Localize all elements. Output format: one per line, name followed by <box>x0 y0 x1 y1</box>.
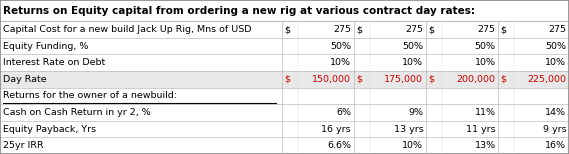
Text: 275: 275 <box>333 25 351 34</box>
Text: 275: 275 <box>477 25 496 34</box>
Text: 50%: 50% <box>475 42 496 51</box>
Text: 13%: 13% <box>475 141 496 150</box>
Text: Returns for the owner of a newbuild:: Returns for the owner of a newbuild: <box>3 91 177 100</box>
Text: 6%: 6% <box>336 108 351 117</box>
Text: 225,000: 225,000 <box>527 75 566 84</box>
Text: 13 yrs: 13 yrs <box>394 125 423 134</box>
Text: 11 yrs: 11 yrs <box>466 125 496 134</box>
Text: Capital Cost for a new build Jack Up Rig, Mns of USD: Capital Cost for a new build Jack Up Rig… <box>3 25 251 34</box>
Bar <box>0 137 569 154</box>
Bar <box>0 54 569 71</box>
Bar <box>0 104 569 121</box>
Text: Equity Funding, %: Equity Funding, % <box>3 42 88 51</box>
Text: $: $ <box>428 75 435 84</box>
Text: 10%: 10% <box>402 141 423 150</box>
Text: 11%: 11% <box>475 108 496 117</box>
Text: $: $ <box>356 25 362 34</box>
Bar <box>0 71 569 88</box>
Text: 50%: 50% <box>402 42 423 51</box>
Bar <box>0 21 569 38</box>
Text: 275: 275 <box>405 25 423 34</box>
Text: Day Rate: Day Rate <box>3 75 47 84</box>
Text: 16 yrs: 16 yrs <box>321 125 351 134</box>
Text: $: $ <box>356 75 362 84</box>
Text: Equity Payback, Yrs: Equity Payback, Yrs <box>3 125 96 134</box>
Text: Interest Rate on Debt: Interest Rate on Debt <box>3 58 105 67</box>
Text: 14%: 14% <box>545 108 566 117</box>
Text: 6.6%: 6.6% <box>327 141 351 150</box>
Bar <box>0 0 569 21</box>
Text: 50%: 50% <box>330 42 351 51</box>
Bar <box>0 38 569 54</box>
Text: 25yr IRR: 25yr IRR <box>3 141 43 150</box>
Bar <box>0 121 569 137</box>
Text: $: $ <box>284 25 290 34</box>
Text: 10%: 10% <box>330 58 351 67</box>
Text: 175,000: 175,000 <box>384 75 423 84</box>
Text: 200,000: 200,000 <box>456 75 496 84</box>
Text: Returns on Equity capital from ordering a new rig at various contract day rates:: Returns on Equity capital from ordering … <box>3 6 475 16</box>
Text: $: $ <box>428 25 435 34</box>
Text: 10%: 10% <box>475 58 496 67</box>
Text: 150,000: 150,000 <box>312 75 351 84</box>
Bar <box>0 88 569 104</box>
Text: 16%: 16% <box>545 141 566 150</box>
Text: $: $ <box>501 25 507 34</box>
Text: $: $ <box>284 75 290 84</box>
Text: 50%: 50% <box>545 42 566 51</box>
Text: $: $ <box>501 75 507 84</box>
Text: 9%: 9% <box>409 108 423 117</box>
Text: 9 yrs: 9 yrs <box>542 125 566 134</box>
Text: Cash on Cash Return in yr 2, %: Cash on Cash Return in yr 2, % <box>3 108 151 117</box>
Text: 10%: 10% <box>545 58 566 67</box>
Text: 10%: 10% <box>402 58 423 67</box>
Text: 275: 275 <box>548 25 566 34</box>
